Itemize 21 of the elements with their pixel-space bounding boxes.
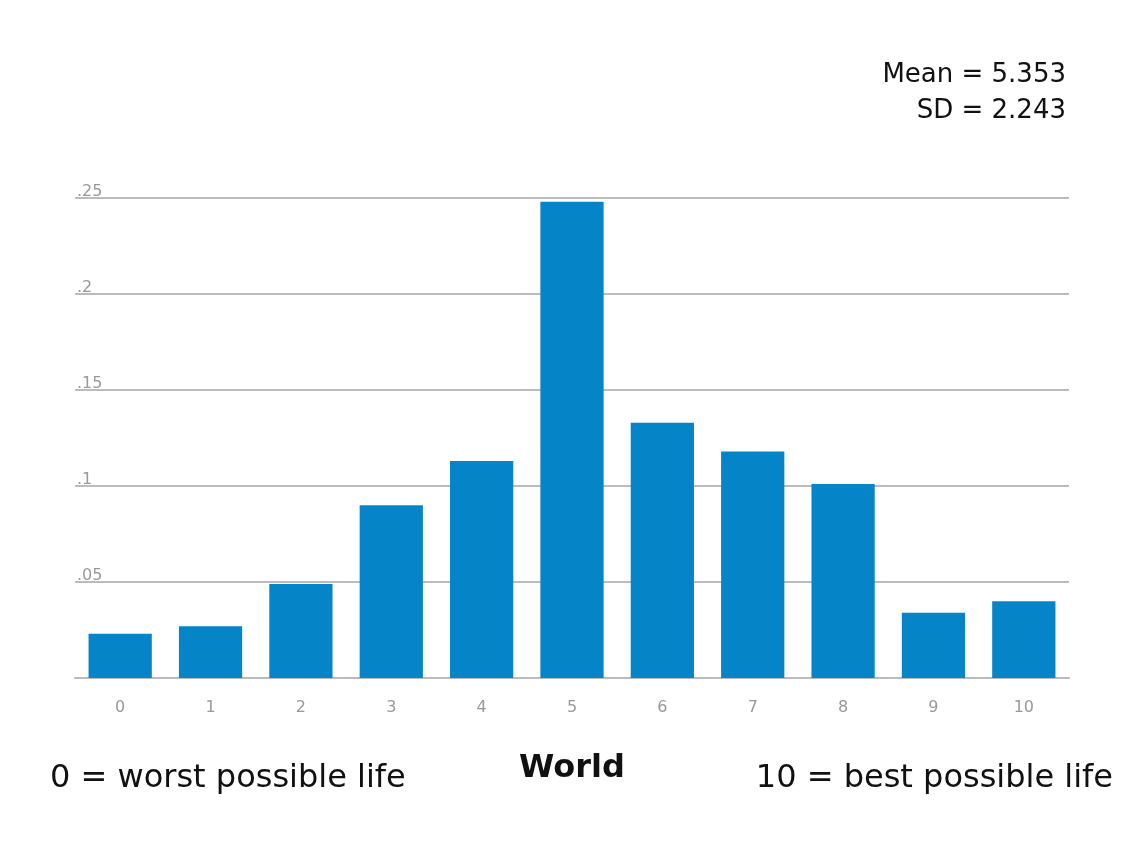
x-tick-label: 7	[747, 696, 758, 716]
x-tick-label: 3	[386, 696, 397, 716]
x-tick-label: 5	[566, 696, 578, 716]
text: 10 = best possible life	[755, 757, 1113, 795]
x-tick-label: 2	[295, 696, 306, 716]
x-tick-label: 9	[928, 696, 939, 716]
x-tick-label: 8	[838, 696, 849, 716]
x-tick-label: 4	[476, 696, 487, 716]
x-tick-label: 10	[1013, 696, 1034, 716]
x-axis-title: World	[519, 747, 625, 785]
text: Mean = 5.353	[882, 58, 1067, 88]
y-tick-label: .15	[77, 372, 103, 392]
y-tick-label: .1	[77, 468, 93, 488]
text: 0 = worst possible life	[50, 757, 406, 795]
x-tick-label: 0	[115, 696, 126, 716]
y-tick-label: .2	[77, 276, 93, 296]
y-tick-label: .25	[77, 180, 103, 200]
x-tick-label: 6	[657, 696, 668, 716]
y-tick-label: .05	[77, 564, 103, 584]
text: SD = 2.243	[916, 94, 1067, 124]
x-tick-label: 1	[205, 696, 216, 716]
